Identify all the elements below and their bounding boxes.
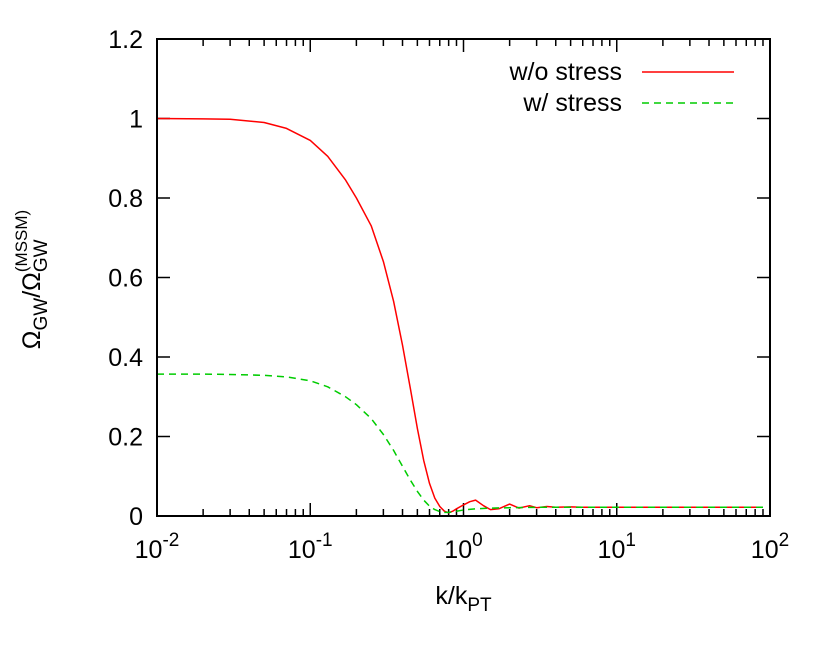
x-tick-label: 101 — [598, 530, 636, 564]
x-tick-labels: 10-2 10-1 100 101 102 — [135, 530, 790, 564]
y-tick-label: 1 — [129, 106, 143, 134]
x-axis-title-main: k/k — [435, 582, 467, 610]
y-tick-label: 0.6 — [108, 265, 143, 293]
x-tick-label: 10-2 — [135, 530, 180, 564]
legend: w/o stress w/ stress — [508, 58, 734, 117]
y-axis-title-omega1: Ω — [18, 331, 46, 350]
y-tick-label: 0 — [129, 503, 143, 531]
x-tick-label-exponent: 2 — [779, 530, 790, 551]
x-tick-label-exponent: -1 — [316, 530, 333, 551]
x-tick-label: 100 — [444, 530, 482, 564]
x-tick-label-base: 10 — [288, 536, 316, 564]
x-tick-label-base: 10 — [598, 536, 626, 564]
y-tick-label: 0.2 — [108, 424, 143, 452]
plot-frame — [156, 38, 771, 517]
legend-label-1: w/o stress — [508, 58, 622, 86]
y-axis-title-sub2: GW — [31, 239, 52, 272]
y-tick-labels: 0 0.2 0.4 0.6 0.8 1 1.2 — [108, 26, 143, 531]
y-axis-title-slash: / — [18, 291, 46, 298]
x-tick-label-base: 10 — [444, 536, 472, 564]
minor-ticks — [202, 39, 764, 516]
x-tick-label-base: 10 — [135, 536, 163, 564]
major-ticks — [156, 38, 771, 517]
y-axis-title-sub1: GW — [31, 298, 52, 331]
y-axis-title-sup2: (MSSM) — [12, 210, 31, 272]
y-tick-label: 0.8 — [108, 185, 143, 213]
y-axis-title-omega2: Ω — [18, 272, 46, 291]
x-tick-label-exponent: 1 — [625, 530, 636, 551]
series-layer — [156, 117, 763, 514]
x-tick-label-base: 10 — [751, 536, 779, 564]
x-tick-label-exponent: 0 — [472, 530, 483, 551]
x-axis-title: k/kPT — [435, 582, 492, 616]
y-tick-label: 1.2 — [108, 26, 143, 54]
x-axis-title-sub: PT — [467, 595, 492, 616]
y-tick-label: 0.4 — [108, 344, 143, 372]
y-axis-title: ΩGW/ΩGW(MSSM) — [12, 210, 52, 349]
series-line-1 — [156, 117, 763, 514]
series-line-2 — [157, 373, 763, 514]
legend-label-2: w/ stress — [522, 89, 622, 117]
x-tick-label: 102 — [751, 530, 789, 564]
x-tick-label-exponent: -2 — [162, 530, 179, 551]
x-tick-label: 10-1 — [288, 530, 333, 564]
